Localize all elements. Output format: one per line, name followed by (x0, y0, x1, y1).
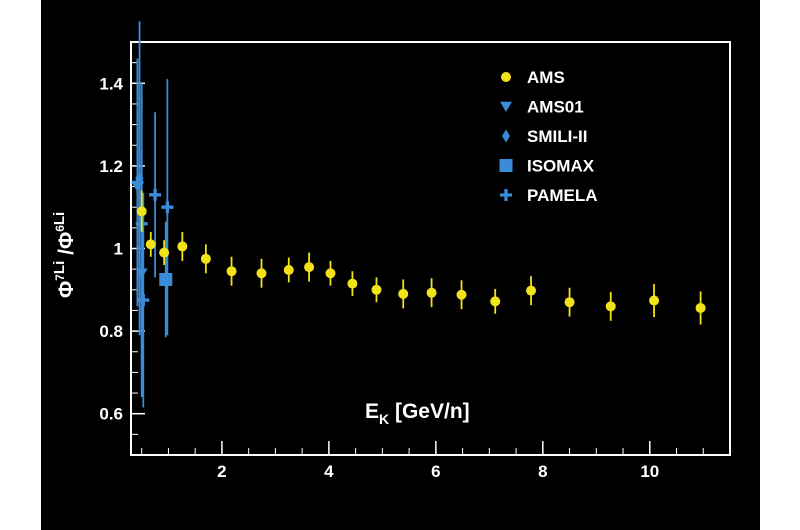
ams-data-point (226, 266, 237, 277)
y-axis-title: Φ7Li /Φ6Li (51, 212, 78, 298)
plot-frame (130, 41, 731, 456)
legend-label: PAMELA (527, 186, 598, 205)
y-tick-label: 0.8 (99, 322, 123, 341)
pamela-data-point (131, 176, 144, 189)
y-axis-title-phi-1: Φ (55, 281, 78, 298)
ams-data-point (426, 287, 437, 298)
x-axis-title: EK [GeV/n] (365, 400, 470, 427)
legend-item-ams01: AMS01 (500, 98, 584, 117)
legend-marker-pamela (500, 189, 512, 202)
pamela-data-point (149, 188, 162, 201)
legend-marker-ams01 (500, 101, 512, 112)
legend-item-pamela: PAMELA (500, 186, 598, 205)
legend-marker-ams (501, 72, 511, 82)
y-axis-title-phi-2: Φ (55, 232, 78, 249)
ams-data-point (159, 247, 170, 258)
ams-data-point (605, 301, 616, 312)
pamela-data-point (161, 201, 174, 214)
ams-data-point (304, 262, 315, 273)
ams-data-point (398, 288, 409, 299)
x-tick-label: 6 (431, 462, 440, 481)
x-axis-title-units: [GeV/n] (389, 400, 470, 423)
y-axis-title-superscript-7: 7 (53, 274, 67, 281)
data-series (131, 21, 706, 408)
chart-background (41, 0, 760, 530)
x-tick-label: 4 (324, 462, 334, 481)
legend-item-ams: AMS (501, 68, 565, 87)
ams-data-point (526, 285, 537, 296)
x-tick-label: 10 (640, 462, 659, 481)
series-pamela (131, 58, 174, 408)
legend-label: AMS01 (527, 98, 584, 117)
legend-label: SMILI-II (527, 127, 587, 146)
legend-item-isomax: ISOMAX (499, 157, 595, 176)
y-tick-label: 1 (114, 240, 123, 259)
ams-data-point (145, 239, 156, 250)
ams-data-point (564, 297, 575, 308)
y-axis-title-li-1: Li (51, 261, 68, 274)
y-axis-title-slash: / (55, 249, 78, 261)
ams-data-point (200, 253, 211, 264)
y-axis-title-superscript-6: 6 (53, 225, 67, 232)
legend-item-smili-ii: SMILI-II (502, 127, 587, 146)
ams-data-point (456, 289, 467, 300)
ams-data-point (177, 241, 188, 252)
ams-data-point (256, 268, 267, 279)
y-tick-label: 1.2 (99, 157, 123, 176)
ams-data-point (695, 302, 706, 313)
x-axis-ticks: 2 4 6 8 10 (141, 441, 704, 481)
legend-label: AMS (527, 68, 565, 87)
ams-data-point (371, 284, 382, 295)
ams-data-point (325, 268, 336, 279)
ams-data-point (649, 295, 660, 306)
pamela-data-point (137, 294, 150, 307)
y-axis-title-li-2: Li (51, 212, 68, 225)
legend-marker-isomax (499, 159, 513, 172)
ams-data-point (283, 264, 294, 275)
x-axis-title-main: E (365, 400, 379, 423)
isomax-data-point (159, 272, 173, 286)
x-axis-title-subscript: K (379, 411, 389, 427)
legend-marker-smili-ii (502, 129, 510, 143)
legend: AMS AMS01 SMILI-II ISOMAX PAMELA (499, 68, 598, 205)
series-ams (136, 190, 706, 325)
y-tick-label: 1.4 (99, 74, 123, 93)
series-isomax (159, 221, 173, 338)
x-tick-label: 2 (217, 462, 226, 481)
x-tick-label: 8 (538, 462, 547, 481)
y-tick-label: 0.6 (99, 405, 123, 424)
legend-label: ISOMAX (527, 157, 595, 176)
ams-data-point (347, 278, 358, 289)
ams-data-point (136, 206, 147, 217)
ams-data-point (490, 296, 501, 307)
